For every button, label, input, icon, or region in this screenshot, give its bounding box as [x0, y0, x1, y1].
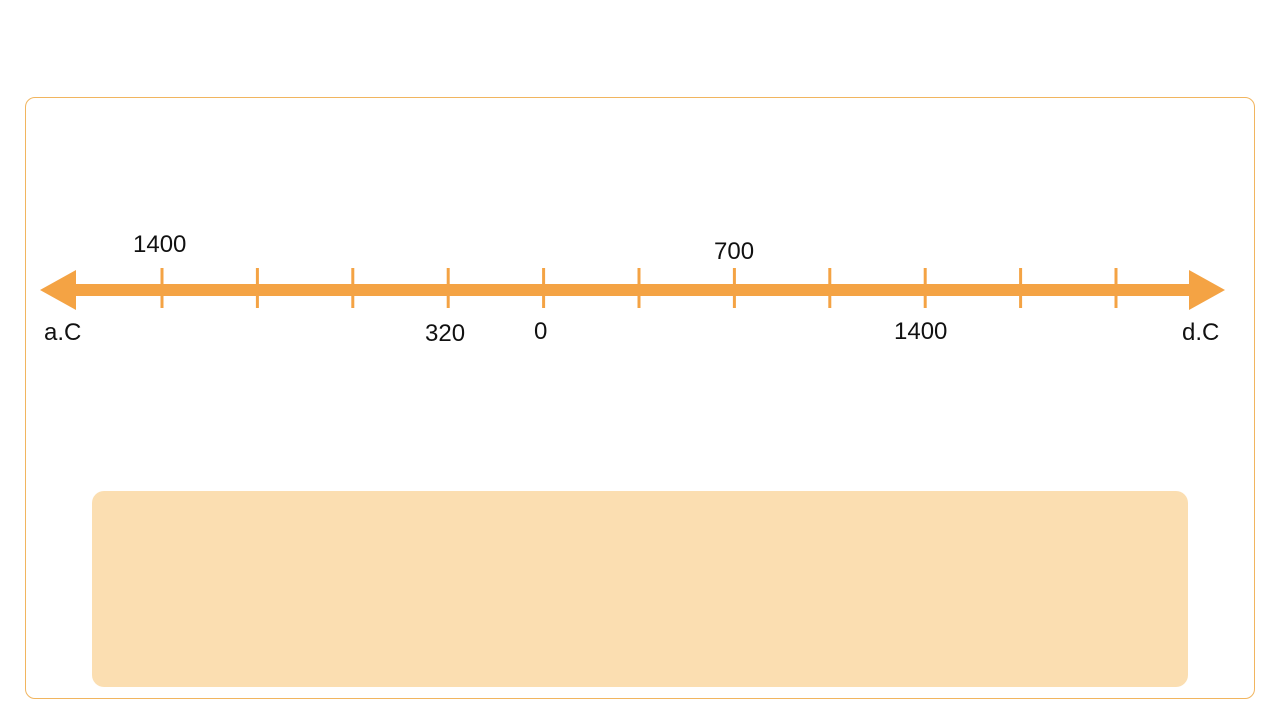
tick-label-above-1400: 1400 — [133, 231, 187, 258]
tick-label-below-320: 320 — [425, 320, 466, 347]
answer-box[interactable] — [92, 491, 1188, 687]
left-end-label: a.C — [44, 319, 82, 346]
timeline-ticks — [160, 268, 1118, 308]
tick-label-below-0: 0 — [534, 318, 548, 345]
left-arrowhead — [40, 270, 76, 310]
tick-label-above-700: 700 — [714, 238, 755, 265]
right-arrowhead — [1189, 270, 1225, 310]
right-end-label: d.C — [1182, 319, 1220, 346]
tick-label-below-1400: 1400 — [894, 318, 948, 345]
